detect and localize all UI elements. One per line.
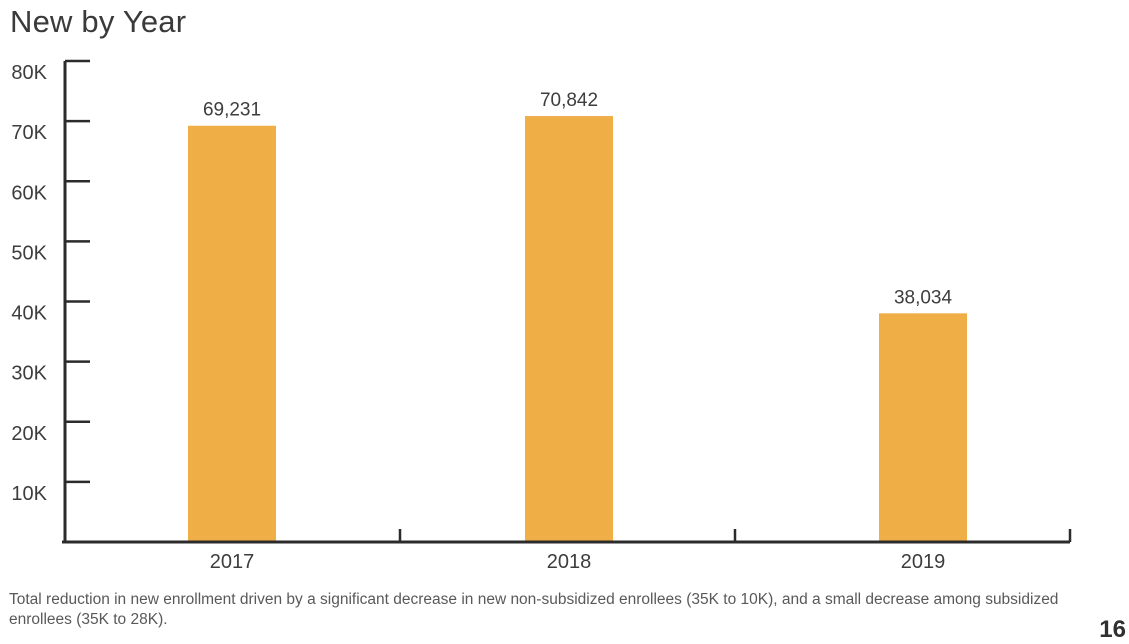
chart-title: New by Year	[10, 4, 187, 39]
y-axis-tick-label: 20K	[11, 423, 47, 445]
page-number: 16	[1099, 616, 1126, 643]
y-axis-tick-label: 40K	[11, 303, 47, 325]
x-axis-category-label: 2019	[901, 551, 946, 573]
bar-value-label: 69,231	[203, 100, 261, 121]
x-axis-category-label: 2017	[210, 551, 255, 573]
y-axis-tick-label: 60K	[11, 182, 47, 204]
bar-2018	[525, 116, 613, 543]
y-axis-tick-label: 10K	[11, 483, 47, 505]
y-axis-tick-label: 30K	[11, 363, 47, 385]
footnote: Total reduction in new enrollment driven…	[9, 591, 1059, 628]
bar-2017	[188, 125, 276, 543]
bar-value-label: 70,842	[540, 90, 598, 111]
y-axis-tick-label: 70K	[11, 122, 47, 144]
y-axis-tick-label: 50K	[11, 242, 47, 264]
y-axis-tick-label: 80K	[11, 62, 47, 84]
x-axis-category-label: 2018	[547, 551, 592, 573]
bar-2019	[879, 313, 967, 542]
bar-value-label: 38,034	[894, 287, 953, 308]
